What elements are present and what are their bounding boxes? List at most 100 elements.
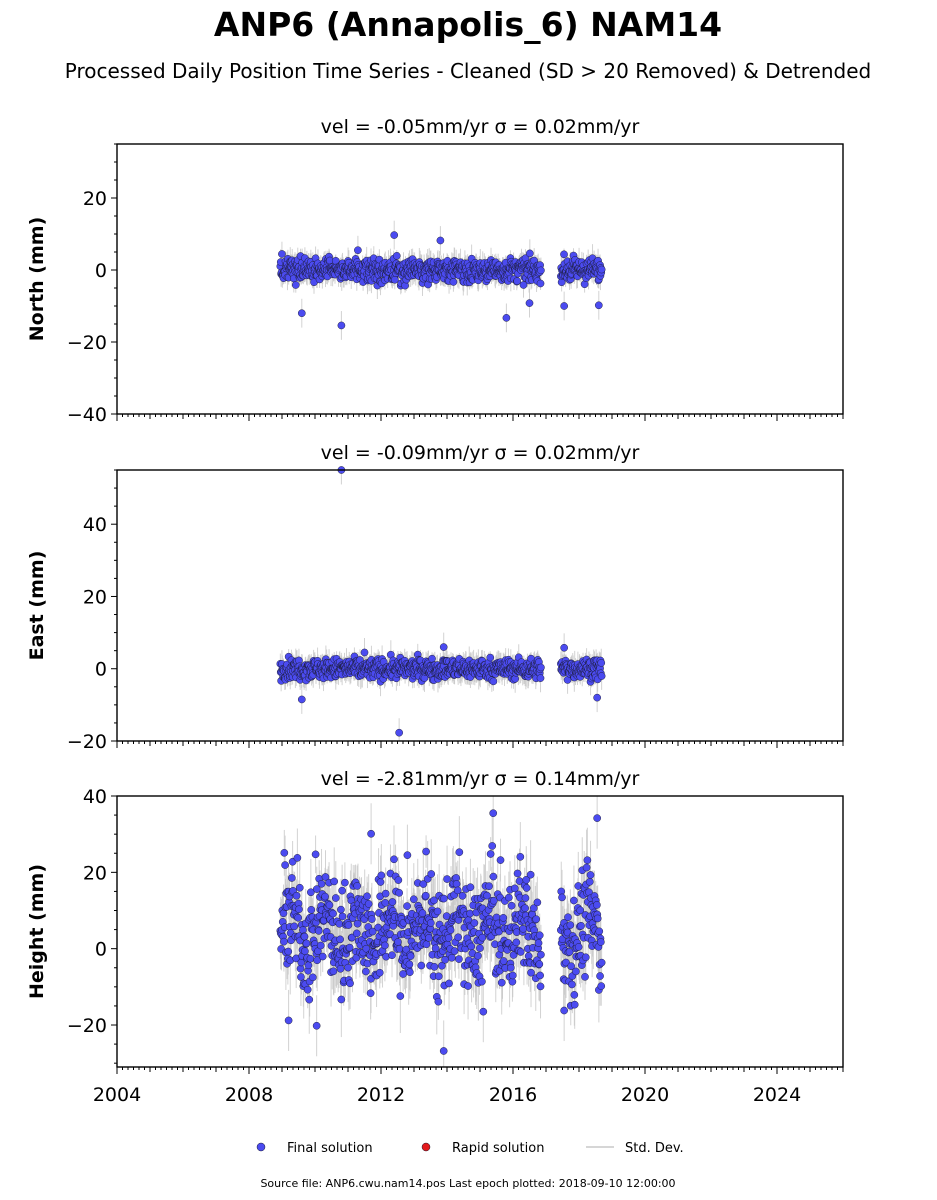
data-point (338, 912, 347, 921)
data-point (593, 901, 601, 909)
data-point (597, 938, 605, 946)
data-point (395, 728, 403, 737)
data-point (284, 947, 293, 956)
data-point (360, 648, 369, 657)
data-point (311, 850, 320, 859)
data-point (533, 898, 542, 907)
data-point (406, 952, 415, 960)
data-point (513, 869, 522, 878)
data-point (304, 961, 313, 970)
y-axis-label: North (mm) (26, 217, 48, 342)
data-point (353, 882, 361, 890)
data-point (454, 933, 462, 942)
data-point (593, 814, 601, 822)
data-point (295, 883, 304, 892)
data-point (485, 882, 493, 890)
data-point (425, 934, 433, 942)
data-point (336, 935, 344, 944)
data-point (439, 643, 448, 651)
y-axis-label: East (mm) (26, 551, 48, 661)
data-point (284, 1016, 293, 1025)
data-point (572, 967, 580, 976)
data-point (597, 958, 606, 967)
data-point (497, 978, 506, 987)
data-point (331, 894, 340, 902)
data-point (434, 997, 443, 1006)
data-point (302, 939, 311, 948)
data-point (392, 252, 401, 260)
data-point (455, 955, 463, 963)
data-point (522, 884, 531, 892)
data-point (570, 896, 578, 905)
data-point (292, 891, 301, 900)
data-point (409, 895, 418, 904)
panel-title: vel = -0.09mm/yr σ = 0.02mm/yr (321, 442, 640, 464)
data-point (586, 871, 595, 879)
data-point (291, 281, 300, 289)
data-point (297, 309, 306, 318)
data-point (526, 870, 535, 879)
data-point (390, 231, 399, 239)
data-point (344, 921, 353, 929)
data-point (535, 960, 544, 968)
data-point (417, 961, 426, 970)
y-tick-label: 20 (83, 862, 107, 884)
data-point (312, 1021, 321, 1030)
data-point (466, 883, 475, 892)
data-point (525, 299, 534, 307)
data-point (305, 995, 314, 1004)
panel-east: vel = -0.09mm/yr σ = 0.02mm/yr East (mm) −… (26, 442, 844, 753)
data-point (596, 972, 604, 980)
data-point (346, 979, 354, 988)
data-point (512, 938, 521, 947)
y-tick-label: −20 (67, 731, 107, 753)
data-point (375, 968, 384, 977)
data-point (403, 851, 412, 859)
data-point (536, 674, 545, 682)
data-point (474, 951, 482, 960)
data-point (422, 847, 430, 856)
data-point (321, 892, 329, 901)
data-point (388, 898, 397, 906)
data-point (597, 265, 606, 274)
x-tick-label: 2004 (93, 1084, 141, 1106)
data-point (278, 250, 286, 258)
data-point (489, 896, 498, 905)
data-point (421, 891, 430, 900)
data-point (595, 927, 604, 936)
data-point (568, 980, 576, 989)
data-point (583, 856, 592, 865)
data-point (499, 914, 508, 922)
data-point (452, 880, 461, 888)
data-point (560, 1006, 568, 1015)
data-point (390, 275, 399, 284)
data-point (394, 876, 403, 884)
data-point (532, 915, 540, 924)
data-point (537, 950, 545, 959)
data-point (593, 693, 601, 702)
data-point (447, 953, 456, 962)
data-point (290, 922, 299, 931)
data-point (560, 250, 568, 259)
data-point (434, 972, 443, 981)
data-point (300, 932, 309, 941)
data-points (276, 231, 606, 330)
panel-height: vel = -2.81mm/yr σ = 0.14mm/yr Height (mm… (26, 768, 844, 1106)
data-point (594, 301, 603, 310)
data-point (505, 893, 513, 902)
panel-title: vel = -2.81mm/yr σ = 0.14mm/yr (321, 768, 640, 790)
data-point (535, 931, 544, 940)
data-point (570, 1000, 579, 1009)
data-point (443, 875, 451, 883)
data-point (577, 921, 585, 930)
data-point (307, 905, 316, 914)
data-point (476, 944, 484, 952)
data-point (317, 879, 326, 888)
data-point (364, 900, 373, 908)
data-point (433, 907, 442, 916)
data-point (534, 939, 543, 947)
plot-frame (116, 469, 844, 742)
figure-subtitle: Processed Daily Position Time Series - C… (65, 59, 871, 83)
y-tick-label: 20 (83, 586, 107, 608)
